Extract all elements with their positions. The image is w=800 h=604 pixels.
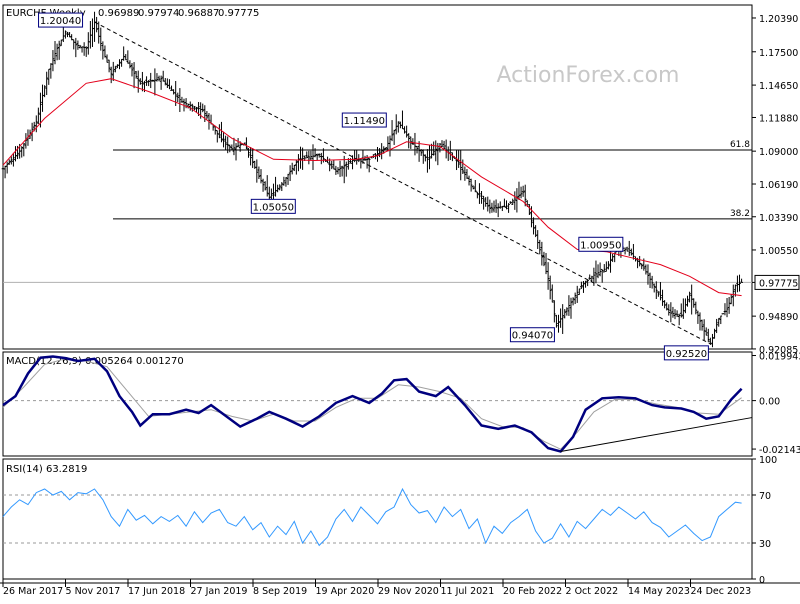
price-y-tick-label: 0.94890	[759, 312, 798, 323]
ohlc-header-value: 0.97974	[138, 8, 179, 19]
price-annotation-box	[250, 198, 296, 214]
price-y-tick-label: 1.03390	[759, 213, 798, 224]
ohlc-header-value: 0.96887	[178, 8, 219, 19]
rsi-line	[2, 487, 742, 547]
watermark-text: ActionForex.com	[497, 63, 680, 88]
price-annotation-label: 1.00950	[580, 240, 621, 251]
time-axis-label: 26 Mar 2017	[3, 586, 63, 597]
price-annotation-box	[341, 112, 387, 128]
price-annotation-label: 0.94070	[512, 331, 553, 342]
price-y-tick-label: 0.97775	[759, 278, 798, 289]
macd-line	[2, 355, 743, 453]
price-annotation-label: 1.05050	[253, 202, 294, 213]
time-axis-label: 20 Feb 2022	[503, 586, 562, 597]
price-y-tick-label: 1.06190	[759, 180, 798, 191]
price-y-tick-label: 1.14650	[759, 81, 798, 92]
time-axis-label: 29 Nov 2020	[378, 586, 439, 597]
time-axis-label: 19 Apr 2020	[316, 586, 375, 597]
fib-38.2-label: 38.2	[730, 209, 750, 219]
price-annotation-box	[663, 345, 709, 361]
last-price-box	[754, 274, 800, 290]
rsi-panel-title: RSI(14) 63.2819	[6, 464, 87, 475]
rsi-y-tick-label: 70	[759, 491, 771, 502]
ohlc-header-value: 0.96989	[98, 8, 139, 19]
price-y-tick-label: 1.00550	[759, 246, 798, 257]
time-axis-label: 24 Dec 2023	[691, 586, 752, 597]
macd-panel-title: MACD(12,26,9) 0.005264 0.001270	[6, 356, 184, 367]
time-axis-label: 11 Jul 2021	[441, 586, 495, 597]
price-y-tick-label: 0.92085	[759, 345, 798, 356]
macd-y-tick-label: 0.019943	[759, 352, 800, 363]
price-annotation-box	[578, 236, 624, 252]
moving-average-line	[2, 78, 742, 297]
macd-panel-frame	[2, 351, 753, 457]
price-annotation-box	[509, 327, 555, 343]
rsi-panel-frame	[2, 458, 753, 580]
time-axis-label: 27 Jan 2019	[191, 586, 248, 597]
price-annotation-label: 1.11490	[344, 116, 385, 127]
macd-y-tick-label: -0.021434	[759, 445, 800, 456]
price-annotation-label: 0.92520	[666, 349, 707, 360]
time-axis-label: 17 Jun 2018	[128, 586, 185, 597]
rsi-y-tick-label: 0	[759, 575, 765, 586]
time-axis-label: 14 May 2023	[628, 586, 690, 597]
price-y-tick-label: 1.09000	[759, 147, 798, 158]
macd-trendline	[560, 417, 753, 452]
price-trendline	[94, 21, 711, 345]
rsi-y-tick-label: 100	[759, 455, 777, 466]
time-axis-label: 2 Oct 2022	[566, 586, 619, 597]
price-panel-frame	[2, 4, 753, 350]
price-annotation-box	[38, 12, 84, 28]
macd-signal-line	[2, 358, 742, 450]
price-bars-group	[1, 11, 743, 348]
time-axis-label: 5 Nov 2017	[66, 586, 121, 597]
fib-61.8-label: 61.8	[730, 140, 750, 150]
rsi-y-tick-label: 30	[759, 539, 771, 550]
price-y-tick-label: 1.17500	[759, 48, 798, 59]
ohlc-header-value: 0.97775	[218, 8, 259, 19]
price-y-tick-label: 1.20390	[759, 14, 798, 25]
price-annotation-label: 1.20040	[40, 16, 81, 27]
macd-y-tick-label: 0.00	[759, 397, 780, 408]
time-axis-label: 8 Sep 2019	[253, 586, 307, 597]
price-y-tick-label: 1.11880	[759, 113, 798, 124]
